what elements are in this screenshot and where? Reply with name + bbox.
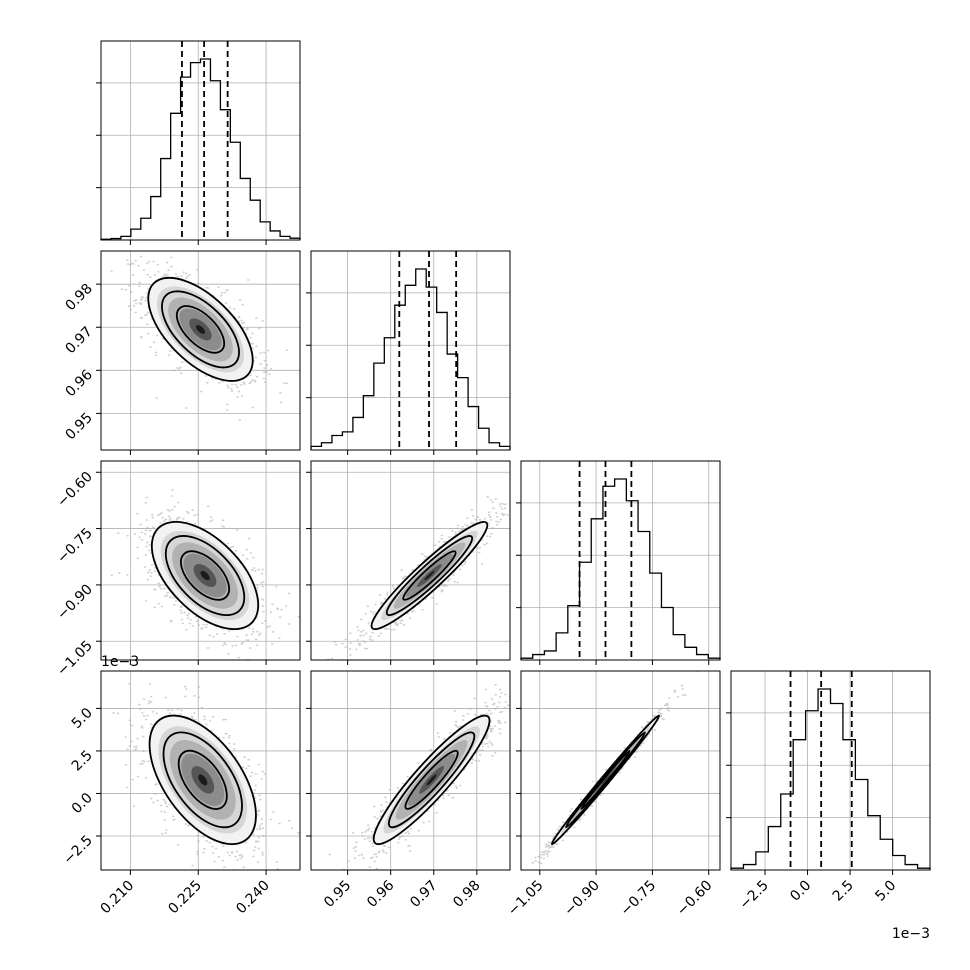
panel-frame <box>100 40 301 241</box>
panel-frame <box>310 250 511 451</box>
density-fill <box>196 324 205 334</box>
density-contour <box>387 731 476 829</box>
density-fill <box>424 570 435 581</box>
x-tick-label: 0.98 <box>450 878 483 911</box>
density-contour <box>550 714 660 846</box>
density-fill <box>426 774 437 786</box>
density-contour <box>402 550 457 601</box>
x-tick-label: −0.60 <box>674 878 716 920</box>
x-tick-label: 2.5 <box>830 878 857 905</box>
density-contour <box>177 749 228 810</box>
x-tick-label: 0.95 <box>321 878 354 911</box>
panel-frame <box>520 670 721 871</box>
y-tick-label: 5.0 <box>69 705 96 732</box>
panel-frame <box>100 250 301 451</box>
density-contour <box>150 521 260 631</box>
panel-content <box>327 496 510 660</box>
x-tick-label: −0.90 <box>561 878 603 920</box>
density-contour <box>404 749 459 810</box>
histogram-step-line <box>100 58 301 240</box>
density-fill <box>198 774 208 786</box>
x-tick-label: −0.75 <box>618 878 660 920</box>
x-tick-label: 0.96 <box>364 877 397 910</box>
density-contour <box>385 535 474 616</box>
panel-frame <box>520 460 721 661</box>
x-tick-label: 0.240 <box>233 878 273 918</box>
histogram-step-line <box>310 268 511 450</box>
y-tick-label: −0.75 <box>54 525 96 567</box>
panel-frame <box>730 670 931 871</box>
density-contour <box>164 535 246 616</box>
scatter-panel-0-3: −2.5 0.0 2.5 5.0 0.210 0.225 0.240 <box>60 670 301 918</box>
scatter-panel-1-3: 0.95 0.96 0.97 0.98 <box>306 670 511 911</box>
y-tick-label: 2.5 <box>69 747 96 774</box>
panel-content <box>328 684 510 870</box>
histogram-step-line <box>730 688 931 870</box>
y-tick-label: −2.5 <box>60 832 95 867</box>
y-tick-label: 0.0 <box>69 790 96 817</box>
panel-frame <box>100 670 301 871</box>
x-tick-label: 0.97 <box>407 878 440 911</box>
histogram-panel-3: −2.5 0.0 2.5 5.0 <box>726 670 931 913</box>
y-tick-label: 0.97 <box>62 324 95 357</box>
panel-content <box>112 682 300 870</box>
y-tick-label: 0.95 <box>62 410 95 443</box>
density-fill <box>600 774 611 786</box>
density-fill <box>200 570 210 581</box>
histogram-step-line <box>520 478 721 660</box>
density-contour <box>162 731 243 829</box>
panel-content <box>110 255 289 422</box>
y-tick-label: −0.90 <box>54 581 96 623</box>
histogram-panel-0 <box>96 40 301 245</box>
density-contour <box>161 290 240 369</box>
x-tick-label: −1.05 <box>505 878 547 920</box>
y-tick-label: 0.96 <box>62 367 95 400</box>
panel-content <box>531 671 700 865</box>
panel-frame <box>310 460 511 661</box>
y-tick-label: −0.60 <box>54 469 96 511</box>
density-contour <box>372 714 491 846</box>
x-tick-label: 5.0 <box>872 878 899 905</box>
histogram-panel-2 <box>516 460 721 665</box>
density-contour <box>148 714 257 846</box>
scatter-panel-0-2: −1.05 −0.90 −0.75 −0.60 <box>54 460 301 680</box>
x-offset-label: 1e−3 <box>892 926 930 942</box>
x-tick-label: −2.5 <box>736 878 771 913</box>
y-tick-label: 0.98 <box>62 281 95 314</box>
x-tick-label: 0.0 <box>787 878 814 905</box>
y-tick-label: −1.05 <box>54 638 96 680</box>
panel-frame <box>100 460 301 661</box>
x-tick-label: 0.225 <box>165 878 205 918</box>
y-offset-label: 1e−3 <box>101 654 139 670</box>
histogram-panel-1 <box>306 250 511 455</box>
x-tick-label: 0.210 <box>98 878 138 918</box>
density-contour <box>180 550 230 601</box>
panel-content <box>110 489 300 660</box>
density-contour <box>147 276 254 382</box>
density-contour <box>175 305 226 354</box>
scatter-panel-2-3: −1.05 −0.90 −0.75 −0.60 <box>505 670 721 920</box>
density-contour <box>580 749 631 810</box>
scatter-panel-1-2 <box>306 460 511 665</box>
density-contour <box>370 521 489 631</box>
density-contour <box>565 731 646 829</box>
panel-frame <box>310 670 511 871</box>
scatter-panel-0-1: 0.95 0.96 0.97 0.98 <box>62 250 301 455</box>
